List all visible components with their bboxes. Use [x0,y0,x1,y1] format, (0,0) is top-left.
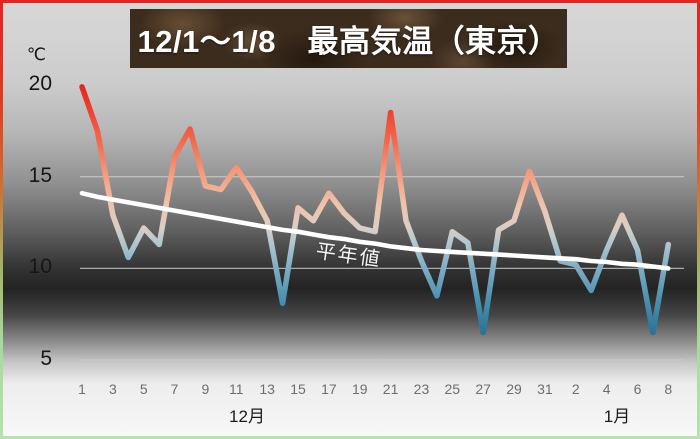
y-tick-5: 5 [40,347,52,371]
x-tick-12-23: 23 [413,381,430,397]
x-tick-1-6: 6 [633,381,642,397]
x-tick-12-7: 7 [170,381,179,397]
x-tick-12-1: 1 [78,381,86,397]
x-tick-12-9: 9 [201,381,210,397]
x-tick-12-15: 15 [290,381,306,397]
x-tick-12-11: 11 [229,381,244,397]
x-tick-12-3: 3 [108,381,117,397]
x-tick-12-31: 31 [537,381,553,397]
x-tick-12-29: 29 [506,381,522,397]
month-label-january: 1月 [603,407,631,426]
x-tick-12-17: 17 [321,381,337,397]
x-tick-12-19: 19 [351,381,368,397]
x-tick-1-2: 2 [571,381,580,397]
title-banner: 12/1〜1/8 最高気温（東京） [130,9,567,68]
normal-value-line [79,190,671,271]
x-tick-1-4: 4 [602,381,611,397]
month-label-december: 12月 [229,407,265,426]
x-tick-1-8: 8 [664,381,673,397]
y-tick-10: 10 [28,255,52,279]
y-axis-unit-label: ℃ [26,45,46,64]
gridlines [80,84,684,361]
y-tick-15: 15 [28,163,52,187]
x-tick-12-25: 25 [444,381,461,397]
x-tick-12-27: 27 [475,381,491,397]
x-tick-12-21: 21 [382,381,399,397]
x-tick-12-13: 13 [259,381,275,397]
x-tick-12-5: 5 [139,381,148,397]
chart-title: 12/1〜1/8 最高気温（東京） [137,24,560,59]
y-tick-20: 20 [28,72,52,96]
max-temperature-line [79,84,672,336]
